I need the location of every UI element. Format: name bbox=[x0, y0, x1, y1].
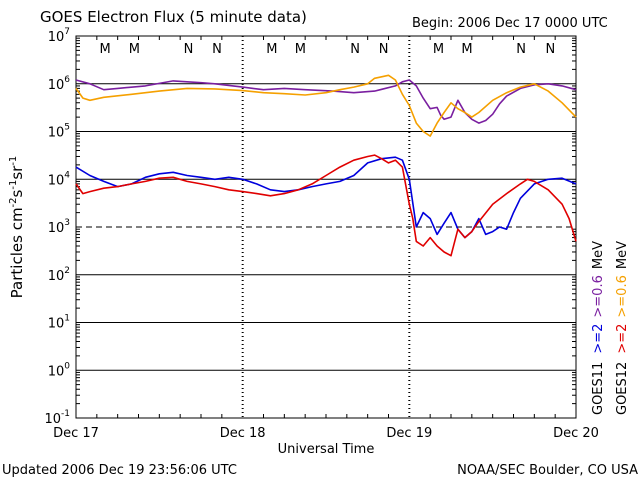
y-tick-label: 107 bbox=[48, 27, 70, 45]
y-tick-label: 101 bbox=[48, 314, 70, 332]
chart-title: GOES Electron Flux (5 minute data) bbox=[40, 8, 307, 26]
y-tick-label: 106 bbox=[48, 75, 71, 93]
series-line bbox=[75, 156, 577, 239]
y-tick-base: 10 bbox=[48, 173, 65, 188]
y-tick-label: 103 bbox=[48, 218, 70, 236]
y-tick-exp: 5 bbox=[64, 123, 70, 133]
y-tick-base: 10 bbox=[48, 269, 65, 284]
legend-entry-goes11-2mev: >=2 bbox=[591, 324, 606, 354]
series-line bbox=[75, 74, 577, 137]
y-tick-base: 10 bbox=[48, 78, 65, 93]
mn-marker: N bbox=[184, 42, 194, 57]
y-label-part: Particles cm bbox=[8, 207, 26, 298]
y-tick-label: 102 bbox=[48, 266, 70, 284]
y-tick-base: 10 bbox=[48, 126, 65, 141]
mn-marker: M bbox=[129, 42, 140, 57]
x-tick-labels: Dec 17 Dec 18 Dec 19 Dec 20 bbox=[53, 426, 599, 441]
y-label-part: s bbox=[8, 189, 26, 197]
y-tick-exp: 7 bbox=[64, 27, 70, 37]
y-tick-label: 104 bbox=[48, 170, 71, 188]
legend-satellite: GOES12 bbox=[615, 362, 630, 415]
y-tick-base: 10 bbox=[48, 317, 65, 332]
y-tick-exp: 6 bbox=[64, 75, 70, 85]
begin-time: Begin: 2006 Dec 17 0000 UTC bbox=[412, 16, 608, 31]
y-label-exp: -1 bbox=[8, 156, 19, 166]
mn-marker: N bbox=[379, 42, 389, 57]
updated-timestamp: Updated 2006 Dec 19 23:56:06 UTC bbox=[2, 463, 237, 478]
series-line bbox=[75, 79, 577, 124]
mn-marker: M bbox=[100, 42, 111, 57]
mn-marker: M bbox=[461, 42, 472, 57]
legend-satellite: GOES11 bbox=[591, 362, 606, 415]
x-tick-label: Dec 19 bbox=[386, 426, 432, 441]
ticks-layer bbox=[76, 36, 576, 418]
mn-marker: M bbox=[266, 42, 277, 57]
y-tick-base: 10 bbox=[48, 30, 65, 45]
x-tick-label: Dec 17 bbox=[53, 426, 99, 441]
legend-unit: MeV bbox=[591, 241, 606, 269]
source-credit: NOAA/SEC Boulder, CO USA bbox=[457, 463, 638, 478]
y-tick-label: 100 bbox=[48, 361, 71, 379]
y-tick-exp: 2 bbox=[64, 266, 70, 276]
mn-marker: N bbox=[516, 42, 526, 57]
x-tick-label: Dec 18 bbox=[220, 426, 266, 441]
y-label-exp: -1 bbox=[8, 180, 19, 190]
series-layer bbox=[75, 74, 577, 257]
y-tick-exp: -1 bbox=[61, 409, 70, 419]
mn-marker: N bbox=[350, 42, 360, 57]
mn-marker: N bbox=[212, 42, 222, 57]
y-tick-exp: 1 bbox=[64, 314, 70, 324]
series-line bbox=[75, 154, 577, 257]
grid-layer bbox=[76, 83, 576, 371]
legend-entry-goes12-2mev: >=2 bbox=[615, 324, 630, 354]
y-label-exp: -2 bbox=[8, 197, 19, 207]
y-tick-label: 10-1 bbox=[44, 409, 70, 427]
x-axis-label: Universal Time bbox=[278, 442, 375, 457]
y-tick-exp: 3 bbox=[64, 218, 70, 228]
y-tick-base: 10 bbox=[48, 221, 65, 236]
legend-unit: MeV bbox=[615, 241, 630, 269]
mn-marker: N bbox=[545, 42, 555, 57]
y-tick-exp: 0 bbox=[64, 361, 70, 371]
mn-marker: M bbox=[433, 42, 444, 57]
mn-marker: M bbox=[295, 42, 306, 57]
y-tick-base: 10 bbox=[44, 412, 61, 427]
y-axis-label: Particles cm-2s-1sr-1 bbox=[8, 156, 26, 299]
legend-goes12: GOES12 >=2 >=0.6 MeV bbox=[615, 241, 630, 415]
y-tick-label: 105 bbox=[48, 123, 70, 141]
legend-goes11: GOES11 >=2 >=0.6 MeV bbox=[591, 241, 606, 415]
y-tick-base: 10 bbox=[48, 364, 65, 379]
x-tick-label: Dec 20 bbox=[553, 426, 599, 441]
y-tick-exp: 4 bbox=[64, 170, 70, 180]
legend-entry-goes12-06mev: >=0.6 bbox=[615, 275, 630, 317]
y-label-part: sr bbox=[8, 165, 26, 180]
legend-entry-goes11-06mev: >=0.6 bbox=[591, 275, 606, 317]
